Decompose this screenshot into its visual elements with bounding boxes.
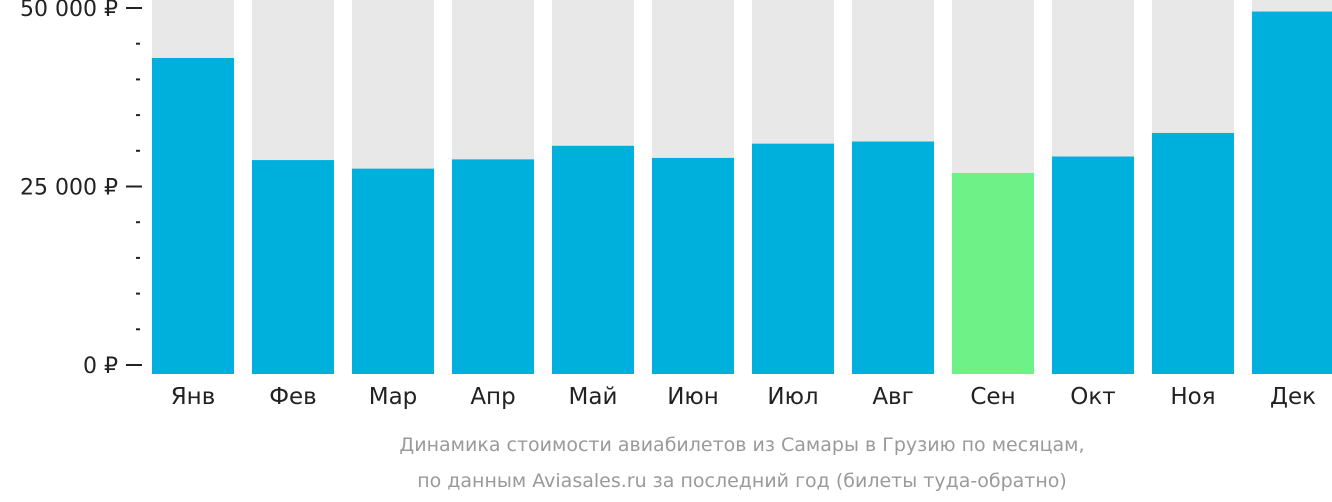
x-tick-label: Июн: [667, 384, 719, 410]
chart-caption: Динамика стоимости авиабилетов из Самары…: [399, 434, 1084, 492]
x-tick-label: Май: [569, 384, 618, 410]
x-tick-label: Мар: [369, 384, 418, 410]
x-tick-label: Июл: [767, 384, 818, 410]
bar-3[interactable]: [352, 168, 434, 374]
bar-11[interactable]: [1152, 132, 1234, 374]
x-tick-label: Авг: [872, 384, 913, 410]
bar-1[interactable]: [152, 57, 234, 374]
x-tick-label: Апр: [470, 384, 515, 410]
bar-9[interactable]: [952, 172, 1034, 374]
x-tick-label: Окт: [1070, 384, 1115, 410]
y-tick-label: 0 ₽: [83, 354, 118, 379]
x-axis-labels: Янв Фев Мар Апр Май Июн Июл Авг Сен Окт Ноя Дек: [171, 384, 1316, 410]
x-tick-label: Дек: [1270, 384, 1316, 410]
x-tick-label: Сен: [970, 384, 1015, 410]
x-tick-label: Янв: [171, 384, 216, 410]
y-tick-label: 25 000 ₽: [20, 176, 118, 201]
y-axis: 0 ₽ 25 000 ₽ 50 000 ₽: [20, 0, 142, 379]
x-tick-label: Ноя: [1170, 384, 1215, 410]
bar-10[interactable]: [1052, 156, 1134, 374]
bar-12[interactable]: [1252, 11, 1332, 374]
bar-8[interactable]: [852, 141, 934, 374]
caption-line-2: по данным Aviasales.ru за последний год …: [417, 470, 1067, 492]
bar-7[interactable]: [752, 143, 834, 374]
bars: [152, 11, 1332, 374]
bar-6[interactable]: [652, 157, 734, 374]
y-tick-label: 50 000 ₽: [20, 0, 118, 22]
x-tick-label: Фев: [269, 384, 317, 410]
bar-4[interactable]: [452, 159, 534, 374]
caption-line-1: Динамика стоимости авиабилетов из Самары…: [399, 434, 1084, 456]
bar-2[interactable]: [252, 160, 334, 374]
bar-5[interactable]: [552, 145, 634, 374]
